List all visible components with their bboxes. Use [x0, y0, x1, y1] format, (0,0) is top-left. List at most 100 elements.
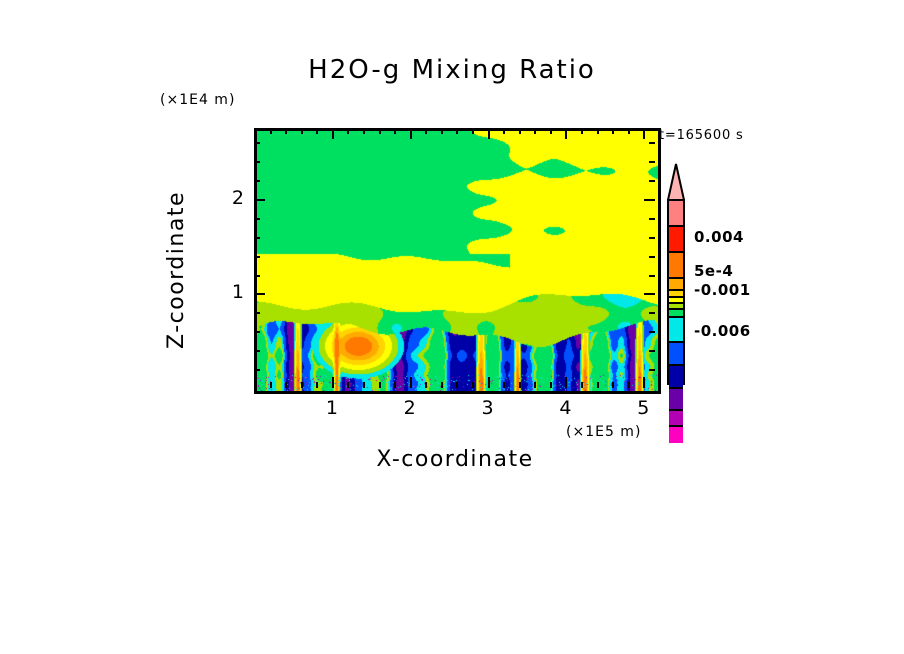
- colorbar-label: 5e-4: [694, 262, 734, 280]
- y-axis-title: Z-coordinate: [164, 191, 189, 349]
- x-major-tick: [487, 377, 490, 388]
- colorbar-band-yellow-green: [669, 304, 683, 310]
- colorbar-band-amber: [669, 279, 683, 291]
- x-minor-tick: [612, 382, 615, 388]
- x-minor-tick: [581, 128, 584, 134]
- x-minor-tick: [316, 128, 319, 134]
- y-minor-tick: [254, 217, 260, 220]
- y-minor-tick: [254, 255, 260, 258]
- x-minor-tick: [440, 128, 443, 134]
- colorbar-band-gold: [669, 291, 683, 298]
- y-minor-tick: [649, 142, 655, 145]
- y-minor-tick: [254, 180, 260, 182]
- x-tick-label: 4: [559, 397, 572, 419]
- colorbar-label: -0.006: [694, 322, 751, 340]
- x-tick-label: 1: [325, 397, 338, 419]
- y-minor-tick: [254, 274, 260, 277]
- x-minor-tick: [627, 128, 630, 134]
- y-tick-label: 2: [231, 186, 244, 209]
- x-major-tick: [565, 377, 568, 388]
- x-major-tick: [331, 377, 334, 388]
- x-minor-tick: [472, 382, 475, 388]
- x-minor-tick: [549, 382, 552, 388]
- y-major-tick: [254, 293, 265, 296]
- y-minor-tick: [254, 161, 260, 164]
- x-minor-tick: [285, 382, 288, 388]
- x-minor-tick: [269, 128, 272, 134]
- x-minor-tick: [503, 128, 506, 134]
- x-tick-label: 5: [637, 397, 650, 419]
- y-minor-tick: [254, 369, 260, 372]
- x-minor-tick: [503, 382, 506, 388]
- y-minor-tick: [649, 274, 655, 277]
- colorbar-band-salmon: [669, 201, 683, 227]
- y-major-tick: [644, 293, 655, 296]
- x-minor-tick: [534, 382, 537, 388]
- y-minor-tick: [649, 180, 655, 182]
- x-minor-tick: [285, 128, 288, 134]
- y-minor-tick: [649, 217, 655, 220]
- x-minor-tick: [363, 382, 365, 388]
- y-minor-tick: [649, 350, 655, 353]
- x-minor-tick: [596, 382, 599, 388]
- y-minor-tick: [254, 236, 260, 239]
- x-minor-tick: [378, 128, 381, 134]
- x-major-tick: [643, 377, 646, 388]
- colorbar-band-navy: [669, 366, 683, 389]
- x-minor-tick: [456, 128, 459, 134]
- x-minor-tick: [300, 128, 303, 134]
- y-major-tick: [254, 198, 265, 201]
- colorbar-band-blue: [669, 343, 683, 366]
- x-minor-tick: [440, 382, 443, 388]
- y-minor-tick: [649, 369, 655, 372]
- x-minor-tick: [347, 382, 350, 388]
- colorbar-bands: [667, 199, 685, 443]
- y-minor-tick: [649, 236, 655, 239]
- x-axis-unit-label: (×1E5 m): [566, 424, 642, 440]
- x-minor-tick: [518, 382, 521, 388]
- colorbar-label: -0.001: [694, 281, 751, 299]
- x-major-tick: [487, 128, 490, 139]
- x-axis-title: X-coordinate: [376, 447, 534, 472]
- x-minor-tick: [596, 128, 599, 134]
- colorbar-band-purple: [669, 389, 683, 411]
- x-minor-tick: [425, 128, 428, 134]
- colorbar-arrow-cap-icon: [667, 163, 685, 201]
- x-minor-tick: [394, 128, 397, 134]
- colorbar-band-orange: [669, 253, 683, 279]
- y-minor-tick: [649, 255, 655, 258]
- x-tick-label: 2: [403, 397, 416, 419]
- y-tick-label: 1: [231, 281, 244, 304]
- x-minor-tick: [347, 128, 350, 134]
- x-minor-tick: [627, 382, 630, 388]
- x-minor-tick: [425, 382, 428, 388]
- page-title: H2O-g Mixing Ratio: [308, 55, 596, 85]
- colorbar-band-magenta: [669, 427, 683, 443]
- x-minor-tick: [269, 382, 272, 388]
- x-major-tick: [565, 128, 568, 139]
- x-tick-label: 3: [481, 397, 494, 419]
- y-major-tick: [644, 198, 655, 201]
- colorbar-band-cyan: [669, 318, 683, 343]
- y-minor-tick: [254, 312, 260, 315]
- y-minor-tick: [254, 350, 260, 353]
- colorbar-band-red: [669, 227, 683, 253]
- x-minor-tick: [518, 128, 521, 134]
- x-major-tick: [331, 128, 334, 139]
- x-major-tick: [409, 377, 412, 388]
- x-minor-tick: [316, 382, 319, 388]
- x-minor-tick: [549, 128, 552, 134]
- colorbar-band-magenta-purple: [669, 411, 683, 427]
- y-minor-tick: [649, 312, 655, 315]
- x-minor-tick: [378, 382, 381, 388]
- colorbar-band-green: [669, 310, 683, 318]
- x-minor-tick: [394, 382, 397, 388]
- contour-field: [257, 131, 658, 391]
- y-minor-tick: [649, 161, 655, 164]
- x-major-tick: [409, 128, 412, 139]
- x-minor-tick: [456, 382, 459, 388]
- x-minor-tick: [581, 382, 584, 388]
- x-major-tick: [643, 128, 646, 139]
- colorbar: [667, 163, 685, 443]
